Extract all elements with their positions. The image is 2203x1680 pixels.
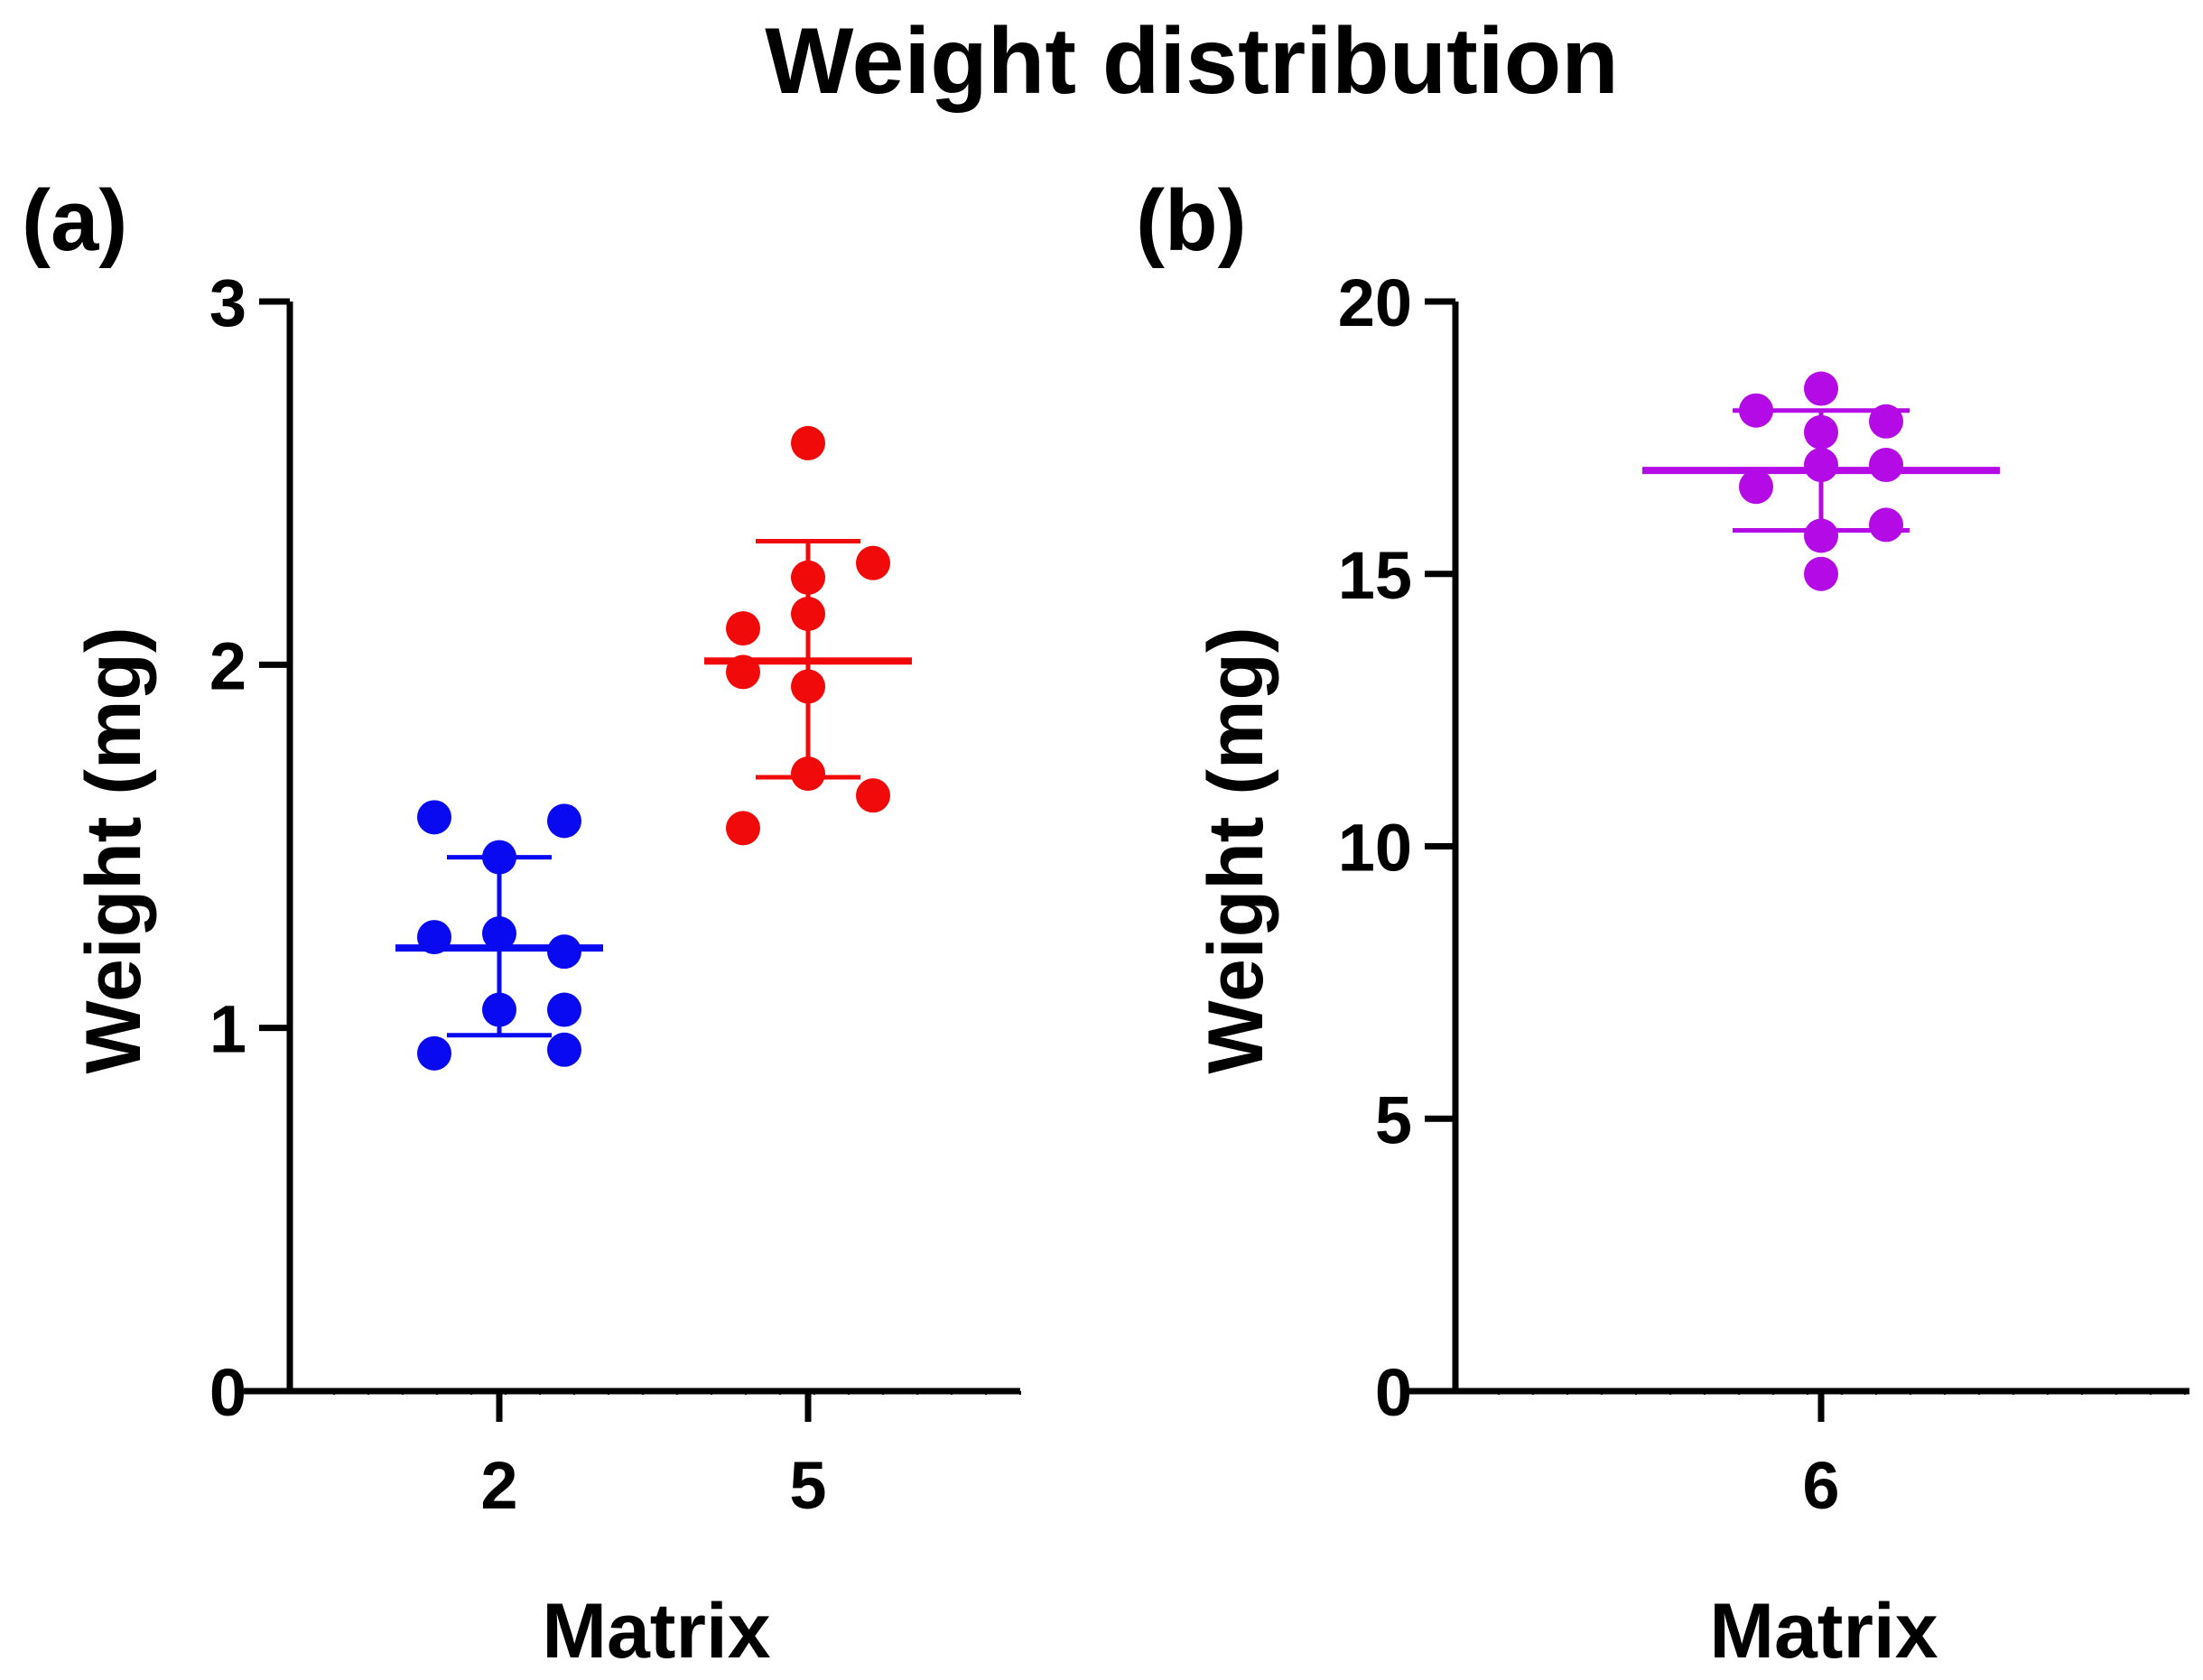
y-tick-label: 0 (1375, 1355, 1412, 1430)
y-axis-label: Weight (mg) (1193, 627, 1279, 1073)
data-point (417, 800, 451, 835)
data-point (726, 611, 760, 646)
data-point (547, 803, 581, 839)
y-tick-label: 20 (1338, 265, 1412, 340)
data-point (856, 545, 890, 580)
data-point (791, 425, 825, 460)
y-tick-label: 2 (209, 628, 246, 703)
data-point (1869, 448, 1903, 483)
data-point (417, 1035, 451, 1071)
figure-title: Weight distribution (765, 9, 1619, 114)
y-axis-label: Weight (mg) (70, 627, 157, 1073)
panel-a: (a) Weight (mg) Matrix 0 1 2 3 2 5 (22, 172, 1021, 1675)
x-axis-label: Matrix (542, 1588, 770, 1675)
data-point (1804, 371, 1838, 406)
data-point (726, 811, 760, 846)
panel-label: (b) (1136, 172, 1247, 269)
x-tick-label: 5 (789, 1448, 826, 1523)
panel-b: (b) Weight (mg) Matrix 0 5 10 15 20 6 (1136, 172, 2189, 1675)
data-point (856, 778, 890, 813)
y-tick-label: 0 (209, 1355, 246, 1430)
y-tick-label: 5 (1375, 1082, 1412, 1157)
data-point (547, 1032, 581, 1067)
data-point (1804, 556, 1838, 591)
panel-label: (a) (22, 172, 127, 269)
x-tick-label: 2 (480, 1448, 517, 1523)
data-point (1739, 469, 1773, 505)
data-point (547, 992, 581, 1027)
y-tick-label: 15 (1338, 538, 1412, 613)
y-tick-label: 1 (209, 992, 246, 1067)
y-tick-label: 10 (1338, 811, 1412, 886)
data-point (1804, 518, 1838, 553)
x-tick-label: 6 (1802, 1448, 1839, 1523)
data-point (1869, 507, 1903, 543)
data-point (1869, 404, 1903, 439)
y-tick-label: 3 (209, 265, 246, 340)
x-axis-label: Matrix (1709, 1588, 1938, 1675)
data-point (547, 934, 581, 970)
